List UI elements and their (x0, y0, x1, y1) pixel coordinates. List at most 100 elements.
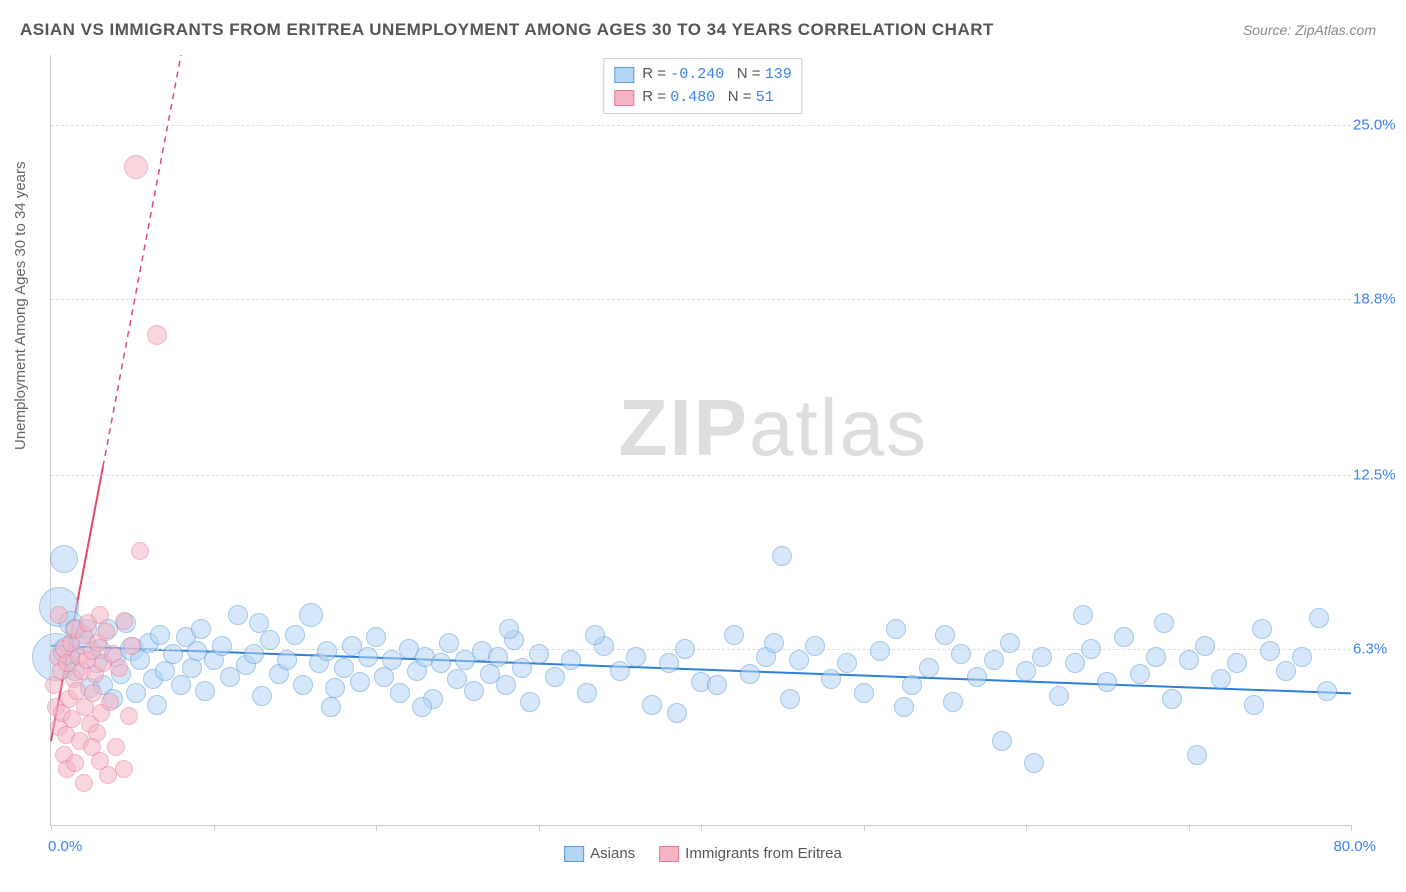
data-point (244, 644, 264, 664)
data-point (992, 731, 1012, 751)
data-point (325, 678, 345, 698)
data-point (1146, 647, 1166, 667)
series-legend-item: Immigrants from Eritrea (659, 845, 842, 862)
data-point (1292, 647, 1312, 667)
x-tick (376, 825, 377, 831)
data-point (1065, 653, 1085, 673)
data-point (1097, 672, 1117, 692)
data-point (285, 625, 305, 645)
legend-stats-text: R = 0.480 N = 51 (642, 86, 773, 109)
data-point (724, 625, 744, 645)
data-point (1179, 650, 1199, 670)
data-point (1073, 605, 1093, 625)
data-point (529, 644, 549, 664)
data-point (1032, 647, 1052, 667)
data-point (764, 633, 784, 653)
data-point (110, 659, 128, 677)
data-point (512, 658, 532, 678)
data-point (821, 669, 841, 689)
data-point (1244, 695, 1264, 715)
x-tick (51, 825, 52, 831)
legend-swatch (614, 90, 634, 106)
x-tick (701, 825, 702, 831)
data-point (147, 695, 167, 715)
data-point (212, 636, 232, 656)
data-point (75, 774, 93, 792)
data-point (358, 647, 378, 667)
data-point (870, 641, 890, 661)
data-point (195, 681, 215, 701)
data-point (943, 692, 963, 712)
data-point (561, 650, 581, 670)
legend-swatch (659, 846, 679, 862)
data-point (1024, 753, 1044, 773)
stats-legend-row: R = -0.240 N = 139 (614, 63, 791, 86)
gridline-h (51, 125, 1351, 126)
x-tick (1189, 825, 1190, 831)
data-point (147, 325, 167, 345)
x-tick (539, 825, 540, 831)
data-point (1211, 669, 1231, 689)
data-point (740, 664, 760, 684)
y-tick-label: 18.8% (1343, 290, 1396, 307)
chart-title: ASIAN VS IMMIGRANTS FROM ERITREA UNEMPLO… (20, 20, 994, 40)
data-point (439, 633, 459, 653)
data-point (520, 692, 540, 712)
data-point (321, 697, 341, 717)
data-point (1162, 689, 1182, 709)
data-point (902, 675, 922, 695)
data-point (886, 619, 906, 639)
data-point (667, 703, 687, 723)
data-point (412, 697, 432, 717)
data-point (1317, 681, 1337, 701)
data-point (1154, 613, 1174, 633)
data-point (1276, 661, 1296, 681)
series-legend-label: Asians (590, 845, 635, 862)
y-tick-label: 25.0% (1343, 117, 1396, 134)
data-point (50, 606, 68, 624)
data-point (171, 675, 191, 695)
data-point (131, 542, 149, 560)
source-label: Source: ZipAtlas.com (1243, 22, 1376, 38)
data-point (780, 689, 800, 709)
y-axis-label: Unemployment Among Ages 30 to 34 years (12, 161, 29, 450)
data-point (707, 675, 727, 695)
data-point (228, 605, 248, 625)
stats-legend: R = -0.240 N = 139R = 0.480 N = 51 (603, 58, 802, 114)
data-point (626, 647, 646, 667)
series-legend-label: Immigrants from Eritrea (685, 845, 842, 862)
stats-legend-row: R = 0.480 N = 51 (614, 86, 791, 109)
data-point (126, 683, 146, 703)
data-point (1130, 664, 1150, 684)
data-point (97, 623, 115, 641)
data-point (115, 760, 133, 778)
data-point (366, 627, 386, 647)
data-point (123, 637, 141, 655)
data-point (805, 636, 825, 656)
gridline-h (51, 475, 1351, 476)
data-point (1309, 608, 1329, 628)
x-tick (1351, 825, 1352, 831)
data-point (1260, 641, 1280, 661)
data-point (585, 625, 605, 645)
data-point (252, 686, 272, 706)
data-point (1081, 639, 1101, 659)
data-point (967, 667, 987, 687)
data-point (984, 650, 1004, 670)
data-point (577, 683, 597, 703)
data-point (496, 675, 516, 695)
data-point (1000, 633, 1020, 653)
legend-stats-text: R = -0.240 N = 139 (642, 63, 791, 86)
data-point (1252, 619, 1272, 639)
x-axis-min-label: 0.0% (48, 838, 82, 855)
data-point (1016, 661, 1036, 681)
x-axis-max-label: 80.0% (1333, 838, 1376, 855)
data-point (431, 653, 451, 673)
data-point (350, 672, 370, 692)
data-point (894, 697, 914, 717)
legend-swatch (564, 846, 584, 862)
data-point (390, 683, 410, 703)
data-point (260, 630, 280, 650)
series-legend: Asians Immigrants from Eritrea (564, 845, 842, 862)
gridline-h (51, 299, 1351, 300)
